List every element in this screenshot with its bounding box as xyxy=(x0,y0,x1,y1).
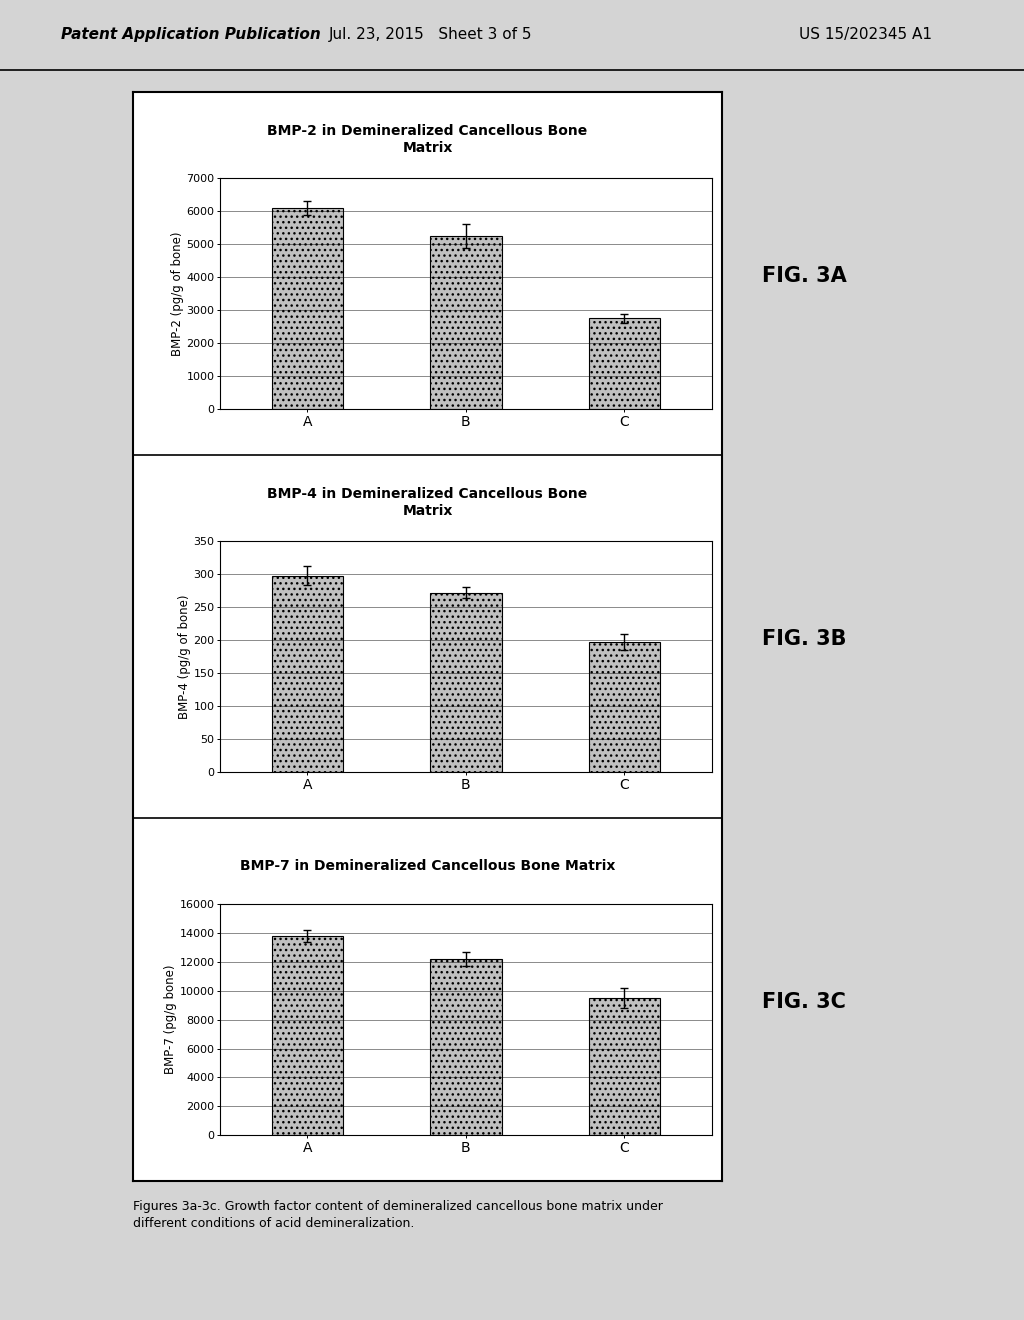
Text: FIG. 3C: FIG. 3C xyxy=(762,991,846,1011)
Text: Jul. 23, 2015   Sheet 3 of 5: Jul. 23, 2015 Sheet 3 of 5 xyxy=(329,26,531,42)
Bar xyxy=(430,593,502,772)
Bar xyxy=(589,643,660,772)
Text: BMP-2 in Demineralized Cancellous Bone
Matrix: BMP-2 in Demineralized Cancellous Bone M… xyxy=(267,124,588,154)
Bar xyxy=(430,236,502,409)
Text: BMP-7 in Demineralized Cancellous Bone Matrix: BMP-7 in Demineralized Cancellous Bone M… xyxy=(240,858,615,873)
Bar xyxy=(589,998,660,1135)
Bar xyxy=(430,960,502,1135)
Y-axis label: BMP-4 (pg/g of bone): BMP-4 (pg/g of bone) xyxy=(178,594,190,719)
Bar xyxy=(271,209,343,409)
Text: Figures 3a-3c. Growth factor content of demineralized cancellous bone matrix und: Figures 3a-3c. Growth factor content of … xyxy=(133,1200,663,1230)
Text: BMP-4 in Demineralized Cancellous Bone
Matrix: BMP-4 in Demineralized Cancellous Bone M… xyxy=(267,487,588,517)
Y-axis label: BMP-2 (pg/g of bone): BMP-2 (pg/g of bone) xyxy=(171,231,183,356)
Text: US 15/202345 A1: US 15/202345 A1 xyxy=(799,26,932,42)
Text: Patent Application Publication: Patent Application Publication xyxy=(61,26,322,42)
Text: FIG. 3B: FIG. 3B xyxy=(762,628,847,648)
Y-axis label: BMP-7 (pg/g bone): BMP-7 (pg/g bone) xyxy=(164,965,177,1074)
Bar xyxy=(271,936,343,1135)
Bar xyxy=(589,318,660,409)
Text: FIG. 3A: FIG. 3A xyxy=(762,265,847,285)
Bar xyxy=(271,576,343,772)
